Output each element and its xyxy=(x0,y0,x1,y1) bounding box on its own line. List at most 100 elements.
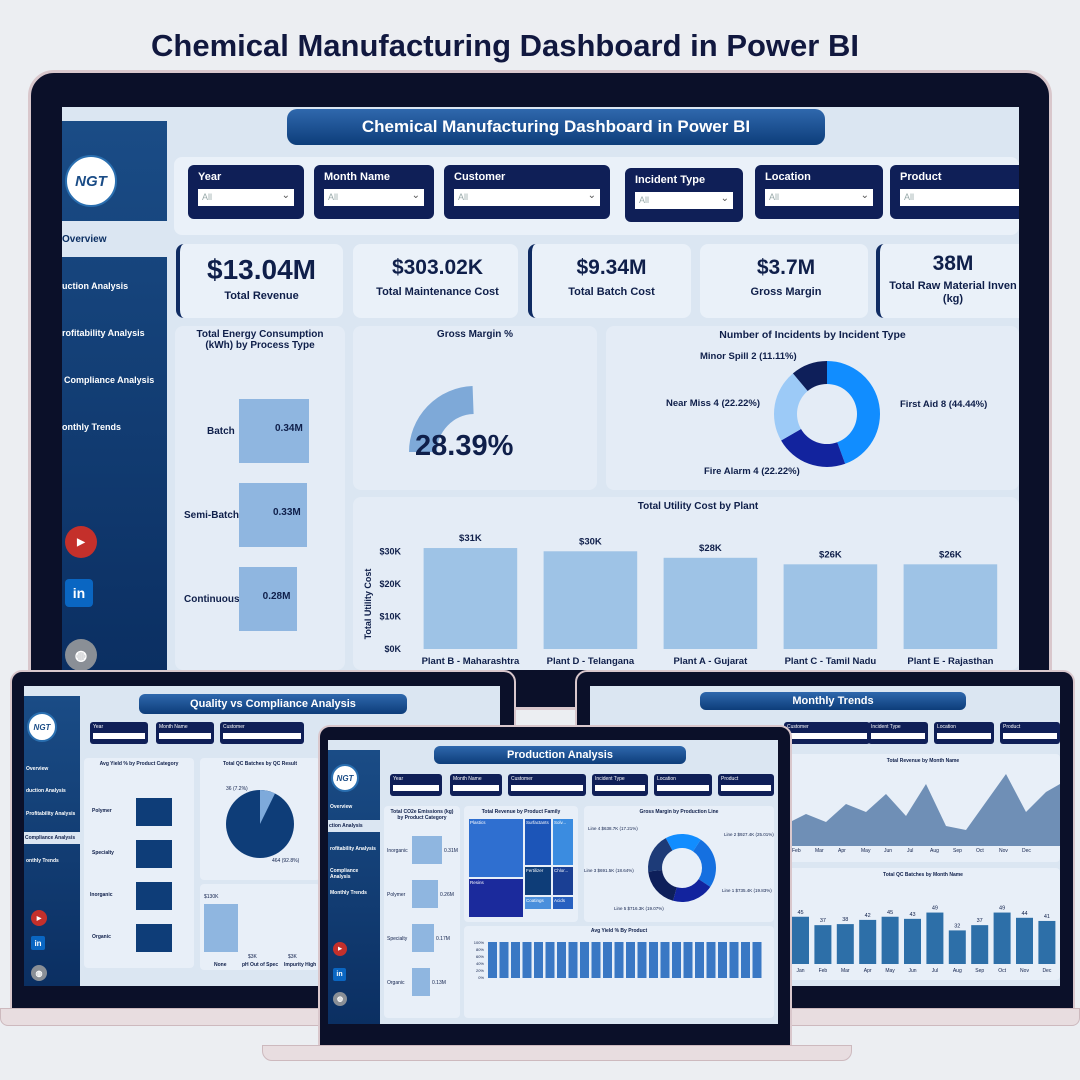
product-slicer[interactable]: Product xyxy=(1000,722,1060,744)
x-tick-label: Plant D - Telangana xyxy=(547,656,635,667)
mini-nav-item[interactable]: Compliance Analysis xyxy=(330,868,359,880)
chevron-down-icon: ⌄ xyxy=(720,193,729,204)
mini-nav-item[interactable]: duction Analysis xyxy=(26,788,66,794)
youtube-icon[interactable]: ▶ xyxy=(65,526,97,558)
co2-bar-label: 0.13M xyxy=(432,980,446,986)
sidebar: NGT Overview uction Analysis rofitabilit… xyxy=(62,121,167,670)
qc-month-label: Jan xyxy=(796,968,804,974)
co2-bar-label: 0.17M xyxy=(436,936,450,942)
co2-row-label: Inorganic xyxy=(387,848,408,854)
globe-icon[interactable]: ◍ xyxy=(333,992,347,1006)
slicer-dropdown[interactable]: All ⌄ xyxy=(324,189,424,206)
customer-slicer[interactable]: Customer xyxy=(220,722,304,744)
kpi-maintenance-cost: $303.02K Total Maintenance Cost xyxy=(353,244,518,318)
mini-slicer[interactable]: Location xyxy=(654,774,712,796)
mini-nav-item[interactable]: Overview xyxy=(26,766,49,772)
gauge-title: Gross Margin % xyxy=(436,329,514,340)
nav-profitability-analysis[interactable]: rofitability Analysis xyxy=(62,328,145,338)
energy-bar-label: 0.28M xyxy=(262,591,291,602)
customer-slicer[interactable]: Customer All ⌄ xyxy=(444,165,610,219)
incident-slicer[interactable]: Incident Type xyxy=(868,722,928,744)
mini-slicer[interactable]: Year xyxy=(390,774,442,796)
product-slicer[interactable]: Product All xyxy=(890,165,1019,219)
qc-bar xyxy=(971,925,989,964)
mini-nav-item[interactable]: onthly Trends xyxy=(26,858,59,864)
nav-overview[interactable]: Overview xyxy=(62,221,167,257)
mini-nav-item[interactable]: Monthly Trends xyxy=(330,890,367,896)
energy-bar-label: 0.33M xyxy=(272,507,301,518)
year-slicer[interactable]: Year All ⌄ xyxy=(188,165,304,219)
yield-bar xyxy=(695,942,704,978)
yield-bar xyxy=(591,942,601,978)
yield-bar xyxy=(626,942,635,978)
slicer-dropdown[interactable]: All ⌄ xyxy=(635,192,733,209)
y-tick-label: $0K xyxy=(384,644,401,654)
mini-slicer[interactable]: Product xyxy=(718,774,774,796)
qc-bar xyxy=(859,919,877,964)
kpi-gross-margin: $3.7M Gross Margin xyxy=(700,244,868,318)
donut-label: Minor Spill 2 (11.11%) xyxy=(700,351,797,362)
incident-type-slicer[interactable]: Incident Type All ⌄ xyxy=(625,168,743,222)
utility-cost-card: Total Utility Cost by Plant Total Utility… xyxy=(353,497,1019,670)
x-tick-label: Plant A - Gujarat xyxy=(674,656,749,667)
nav-compliance-analysis[interactable]: Compliance Analysis xyxy=(64,375,155,385)
linkedin-icon[interactable]: in xyxy=(65,579,93,607)
mini-nav-item[interactable]: rofitability Analysis xyxy=(330,846,376,852)
mini-slicer[interactable]: Incident Type xyxy=(592,774,648,796)
slicer-label: Customer xyxy=(454,171,506,183)
laptop-base xyxy=(0,1008,330,1026)
slicer-dropdown[interactable]: All xyxy=(900,189,1019,206)
yield-bar xyxy=(488,942,497,978)
utility-bar xyxy=(783,564,878,649)
location-slicer[interactable]: Location xyxy=(934,722,994,744)
yield-bar xyxy=(534,942,543,978)
yield-bar xyxy=(136,840,172,868)
donut-slice xyxy=(781,429,846,467)
logo: NGT xyxy=(331,764,359,792)
month-slicer[interactable]: Month Name All ⌄ xyxy=(314,165,434,219)
linkedin-icon[interactable]: in xyxy=(31,936,45,950)
youtube-icon[interactable]: ▶ xyxy=(31,910,47,926)
axis-label: None xyxy=(214,962,227,968)
month-label: Oct xyxy=(976,848,984,854)
bar-data-label: $31K xyxy=(459,533,482,544)
gauge-value: 28.39% xyxy=(415,430,514,462)
nav-production-analysis[interactable]: uction Analysis xyxy=(62,281,129,291)
mini-nav-item[interactable]: Overview xyxy=(330,804,353,810)
youtube-icon[interactable]: ▶ xyxy=(333,942,347,956)
yield-y-tick: 60% xyxy=(476,954,484,959)
donut-label: First Aid 8 (44.44%) xyxy=(900,399,987,410)
slicer-dropdown[interactable]: All ⌄ xyxy=(454,189,600,206)
gauge-chart xyxy=(409,386,541,453)
globe-icon[interactable]: ◍ xyxy=(65,639,97,670)
dashboard-title: Chemical Manufacturing Dashboard in Powe… xyxy=(287,109,825,145)
mini-nav-item-active[interactable]: Compliance Analysis xyxy=(24,832,80,844)
chevron-down-icon: ⌄ xyxy=(860,190,869,201)
incidents-title: Number of Incidents by Incident Type xyxy=(719,329,906,341)
qc-month-label: Oct xyxy=(998,968,1006,974)
co2-row-label: Organic xyxy=(387,980,405,986)
revenue-area-chart xyxy=(786,774,1060,846)
nav-monthly-trends[interactable]: onthly Trends xyxy=(62,422,122,432)
year-slicer[interactable]: Year xyxy=(90,722,148,744)
mini-slicer[interactable]: Customer xyxy=(508,774,586,796)
month-slicer[interactable]: Month Name xyxy=(156,722,214,744)
slicer-dropdown[interactable]: All ⌄ xyxy=(198,189,294,206)
month-label: May xyxy=(861,848,871,854)
slicer-dropdown[interactable]: All ⌄ xyxy=(765,189,873,206)
location-slicer[interactable]: Location All ⌄ xyxy=(755,165,883,219)
axis-label: Impurity High xyxy=(284,962,317,968)
energy-bar xyxy=(239,399,309,463)
linkedin-icon[interactable]: in xyxy=(333,968,346,981)
energy-bar xyxy=(239,483,307,547)
qc-bar-label: 49 xyxy=(999,906,1005,912)
mini-nav-item-active[interactable]: ction Analysis xyxy=(328,820,380,832)
monthly-title: Monthly Trends xyxy=(700,692,966,710)
customer-slicer[interactable]: Customer xyxy=(784,722,870,744)
mini-slicer[interactable]: Month Name xyxy=(450,774,502,796)
mini-nav-item[interactable]: Profitability Analysis xyxy=(26,811,76,817)
production-title: Production Analysis xyxy=(434,746,686,764)
globe-icon[interactable]: ◍ xyxy=(31,965,47,981)
qc-bar xyxy=(836,924,854,964)
treemap-cell: Coatings xyxy=(524,896,552,910)
